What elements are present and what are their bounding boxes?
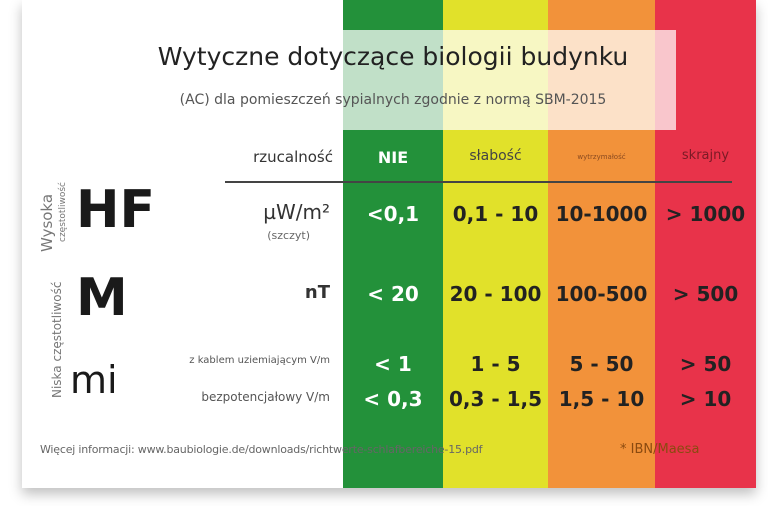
value-m-extreme: > 500 [672, 282, 739, 306]
footer-info-link[interactable]: Więcej informacji: www.baubiologie.de/do… [40, 443, 483, 456]
value-mi1-weak: 1 - 5 [470, 352, 521, 376]
group-low-label: Niska częstotliwość [50, 281, 64, 398]
code-m: M [76, 268, 128, 328]
footer-source: * IBN/Maesa [620, 442, 700, 457]
value-mi2-none: < 0,3 [363, 387, 423, 411]
page-title: Wytyczne dotyczące biologii budynku [157, 42, 629, 71]
value-mi1-strong: 5 - 50 [569, 352, 634, 376]
value-mi2-extreme: > 10 [679, 387, 732, 411]
subtitle: (AC) dla pomieszczeń sypialnych zgodnie … [179, 92, 607, 108]
value-hf-extreme: > 1000 [665, 202, 746, 226]
code-hf: HF [76, 180, 156, 240]
value-m-none: < 20 [367, 282, 419, 306]
value-hf-weak: 0,1 - 10 [452, 202, 539, 226]
unit-mi-floating: bezpotencjałowy V/m [201, 390, 330, 404]
value-mi1-extreme: > 50 [679, 352, 732, 376]
level-none: NIE [377, 148, 409, 167]
level-strong: wytrzymałość [577, 153, 626, 161]
value-mi2-weak: 0,3 - 1,5 [448, 387, 543, 411]
value-mi2-strong: 1,5 - 10 [558, 387, 645, 411]
header-label: rzucalność [253, 148, 333, 166]
value-mi1-none: < 1 [374, 352, 412, 376]
level-weak: słabość [469, 148, 522, 164]
unit-hf: µW/m² [263, 200, 330, 224]
value-hf-strong: 10-1000 [555, 202, 648, 226]
unit-mi-grounded: z kablem uziemiającym V/m [189, 355, 330, 366]
level-extreme: skrajny [681, 148, 730, 163]
header-divider [225, 181, 732, 183]
group-high-label-2: częstotliwość [58, 182, 68, 242]
value-m-weak: 20 - 100 [449, 282, 542, 306]
value-hf-none: <0,1 [366, 202, 420, 226]
unit-hf-note: (szczyt) [267, 229, 310, 242]
unit-m: nT [304, 282, 330, 303]
code-mi: mi [70, 358, 118, 402]
value-m-strong: 100-500 [555, 282, 648, 306]
title-box [110, 30, 676, 130]
group-high-label: Wysoka [38, 193, 56, 252]
